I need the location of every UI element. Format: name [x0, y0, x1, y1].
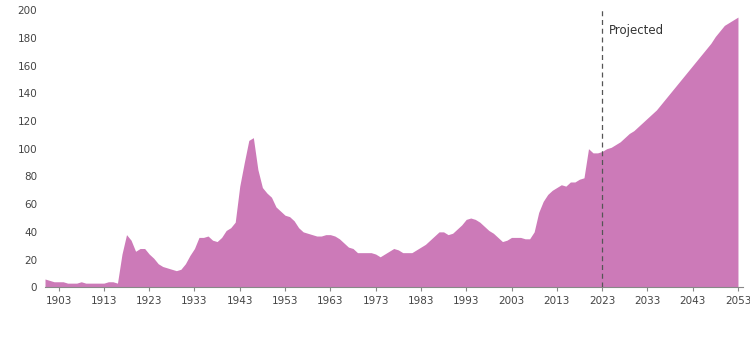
- Text: Projected: Projected: [609, 24, 664, 37]
